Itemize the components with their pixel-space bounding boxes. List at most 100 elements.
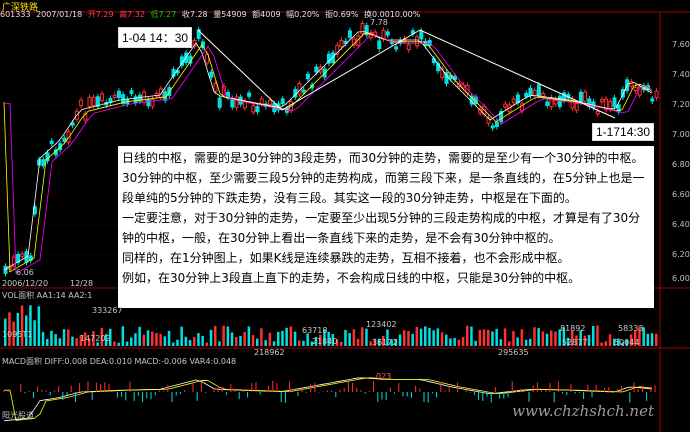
volume-bar bbox=[419, 328, 423, 346]
price-tick: 6.40 bbox=[672, 220, 690, 229]
volume-bar bbox=[344, 329, 347, 346]
volume-bar bbox=[499, 339, 503, 346]
volume-bar bbox=[323, 329, 326, 346]
volume-bar bbox=[113, 341, 116, 346]
peak-price-label: 7.78 bbox=[370, 18, 388, 27]
stock-title: 广深铁路 bbox=[2, 3, 39, 13]
volume-bar bbox=[562, 327, 566, 346]
volume-bars bbox=[4, 305, 658, 346]
candle bbox=[444, 71, 449, 84]
volume-bar bbox=[264, 340, 267, 346]
volume-bar bbox=[516, 337, 519, 346]
volume-bar bbox=[235, 336, 238, 346]
volume-label: 36172 bbox=[372, 338, 398, 347]
candle bbox=[557, 95, 562, 108]
volume-bar bbox=[285, 327, 288, 346]
volume-bar bbox=[424, 326, 427, 346]
candle bbox=[583, 91, 588, 102]
volume-bar bbox=[386, 329, 389, 346]
volume-bar bbox=[205, 342, 209, 346]
volume-bar bbox=[310, 341, 314, 346]
candle bbox=[490, 125, 495, 129]
volume-bar bbox=[361, 327, 364, 346]
volume-bar bbox=[436, 328, 440, 346]
candle bbox=[70, 122, 75, 126]
volume-bar bbox=[352, 329, 356, 346]
volume-bar bbox=[487, 329, 490, 346]
candle bbox=[259, 98, 264, 105]
volume-bar bbox=[369, 341, 372, 346]
candle bbox=[385, 31, 390, 36]
price-tick: 6.60 bbox=[672, 190, 690, 199]
volume-bar bbox=[331, 334, 335, 346]
candle bbox=[112, 94, 117, 98]
date-mid-label: 12/28 bbox=[70, 279, 94, 288]
volume-bar bbox=[537, 328, 540, 346]
volume-bar bbox=[466, 325, 469, 346]
quote-date: 2007/01/18 bbox=[36, 10, 83, 19]
candle bbox=[150, 98, 155, 107]
volume-label: 295635 bbox=[498, 348, 529, 357]
volume-bar bbox=[159, 333, 162, 346]
volume-bar bbox=[306, 333, 309, 346]
volume-bar bbox=[214, 325, 217, 346]
volume-bar bbox=[226, 326, 230, 346]
volume-bar bbox=[356, 338, 360, 346]
volume-bar bbox=[117, 342, 120, 346]
volume-bar bbox=[104, 334, 108, 346]
volume-bar bbox=[587, 334, 591, 346]
volume-bar bbox=[617, 338, 620, 346]
price-tick: 7.40 bbox=[672, 70, 690, 79]
volume-bar bbox=[634, 330, 637, 346]
volume-bar bbox=[176, 339, 179, 346]
volume-bar bbox=[646, 333, 650, 346]
volume-bar bbox=[340, 341, 343, 346]
volume-bar bbox=[327, 331, 330, 346]
volume-bar bbox=[67, 329, 70, 346]
volume-bar bbox=[92, 331, 95, 346]
amplitude: 振0.69% bbox=[325, 10, 359, 19]
low-price-label: 6.06 bbox=[16, 268, 34, 277]
volume-bar bbox=[88, 338, 91, 346]
volume-bar bbox=[130, 337, 133, 346]
candle bbox=[234, 96, 239, 109]
candle bbox=[339, 40, 344, 48]
candle bbox=[654, 90, 659, 99]
candle bbox=[633, 87, 638, 92]
candle bbox=[574, 103, 579, 111]
volume-bar bbox=[142, 334, 146, 346]
volume-bar bbox=[41, 332, 45, 346]
volume-bar bbox=[554, 331, 557, 346]
volume-bar bbox=[566, 337, 570, 346]
candle bbox=[335, 44, 340, 55]
volume-bar bbox=[524, 339, 528, 346]
volume-value: 量54909 bbox=[213, 10, 247, 19]
quote-info-bar: 601333 2007/01/18 开7.29 高7.32 低7.27 收7.2… bbox=[0, 9, 600, 21]
volume-bar bbox=[125, 341, 129, 346]
volume-bar bbox=[4, 318, 7, 346]
candle bbox=[217, 97, 222, 108]
volume-label: 333267 bbox=[92, 306, 123, 315]
volume-bar bbox=[268, 332, 272, 346]
candle bbox=[200, 41, 205, 48]
commentary-note: 日线的中枢，需要的是30分钟的3段走势，而30分钟的走势，需要的是至少有一个30… bbox=[118, 146, 654, 308]
candle bbox=[406, 44, 411, 51]
price-tick: 6.80 bbox=[672, 160, 690, 169]
volume-bar bbox=[260, 328, 263, 346]
volume-bar bbox=[512, 330, 515, 346]
volume-bar bbox=[520, 329, 524, 346]
volume-bar bbox=[25, 315, 28, 346]
candle bbox=[213, 83, 218, 92]
candle bbox=[129, 90, 134, 94]
volume-label: 58333 bbox=[618, 324, 644, 333]
volume-label: 1095T1 bbox=[2, 330, 33, 339]
volume-bar bbox=[289, 326, 293, 346]
volume-bar bbox=[629, 334, 633, 346]
volume-bar bbox=[222, 325, 225, 346]
volume-bar bbox=[583, 335, 587, 346]
candle bbox=[314, 66, 319, 73]
volume-bar bbox=[46, 338, 49, 346]
macd-bars bbox=[3, 381, 656, 403]
high-price: 高7.32 bbox=[119, 10, 145, 19]
